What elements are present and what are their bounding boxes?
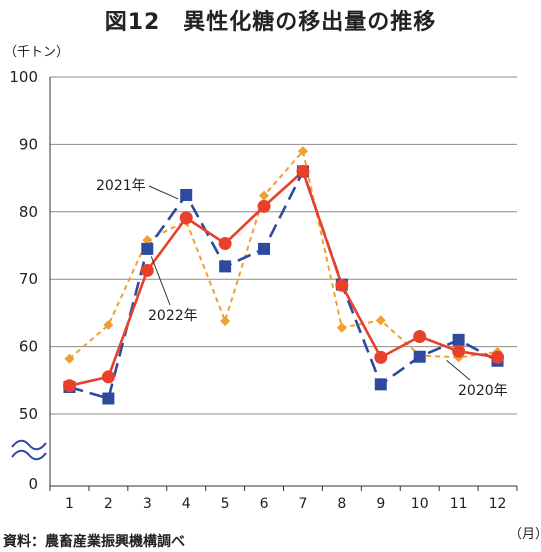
y-tick-label: 100	[9, 68, 38, 86]
data-point-2021年	[258, 242, 271, 255]
data-point-2022年	[452, 344, 466, 358]
data-point-2022年	[179, 211, 193, 225]
axes	[11, 77, 518, 491]
x-tick-label: 2	[104, 496, 113, 512]
data-point-2021年	[219, 260, 232, 273]
gridlines	[50, 76, 517, 415]
series-line-2022年	[69, 170, 498, 387]
data-point-2020年	[142, 235, 153, 246]
x-axis-unit-label: （月）	[509, 527, 541, 542]
data-point-2020年	[336, 322, 347, 333]
annotation-leader-line	[150, 256, 171, 306]
data-point-2022年	[335, 278, 349, 292]
x-tick-label: 12	[489, 496, 507, 512]
x-tick-label: 7	[298, 496, 307, 512]
data-point-2020年	[220, 315, 231, 326]
data-point-2020年	[297, 146, 308, 157]
data-point-2020年	[64, 353, 75, 364]
source-note: 資料：農畜産業振興機構調べ	[3, 534, 185, 550]
x-tick-label: 3	[143, 496, 152, 512]
x-tick-label: 5	[221, 496, 230, 512]
y-tick-label: 80	[19, 203, 38, 221]
data-point-2021年	[413, 350, 426, 363]
data-point-2022年	[257, 199, 271, 213]
chart-title: 図12 異性化糖の移出量の推移	[104, 10, 437, 35]
data-point-2021年	[374, 378, 387, 391]
x-tick-label: 10	[411, 496, 429, 512]
data-point-2022年	[62, 379, 76, 393]
annotation-label: 2020年	[458, 383, 508, 399]
data-point-2021年	[102, 392, 115, 405]
data-point-2020年	[103, 320, 114, 331]
data-point-2022年	[296, 164, 310, 178]
y-tick-label: 70	[19, 270, 38, 288]
y-tick-label: 90	[19, 135, 38, 153]
y-tick-label: 60	[19, 338, 38, 356]
data-point-2022年	[491, 350, 505, 364]
data-point-2022年	[374, 350, 388, 364]
series-markers	[62, 146, 505, 405]
annotation-label: 2022年	[148, 308, 198, 324]
series-lines	[68, 150, 499, 400]
annotation-leader-line	[148, 185, 179, 200]
y-tick-label: 0	[28, 475, 38, 493]
data-point-2022年	[140, 263, 154, 277]
data-point-2021年	[141, 242, 154, 255]
series-line-2020年	[68, 150, 498, 360]
x-tick-label: 6	[260, 496, 269, 512]
axis-break-wave	[11, 439, 47, 451]
annotation-leader-line	[446, 360, 471, 381]
data-point-2021年	[452, 333, 465, 346]
annotation-label: 2021年	[96, 178, 146, 194]
data-point-2022年	[413, 329, 427, 343]
x-tick-label: 1	[65, 496, 74, 512]
data-point-2022年	[101, 370, 115, 384]
data-point-2020年	[375, 315, 386, 326]
data-point-2022年	[218, 236, 232, 250]
series-line-2021年	[69, 170, 499, 400]
x-tick-label: 8	[337, 496, 346, 512]
x-tick-label: 11	[450, 496, 468, 512]
y-tick-label: 50	[19, 405, 38, 423]
data-point-2020年	[259, 190, 270, 201]
x-tick-label: 9	[376, 496, 385, 512]
x-tick-label: 4	[182, 496, 191, 512]
y-axis-unit-label: （千トン）	[4, 45, 70, 60]
axis-break-wave	[11, 449, 47, 461]
data-point-2021年	[180, 188, 193, 201]
series-annotations: 2020年 2021年 2022年	[96, 178, 508, 399]
